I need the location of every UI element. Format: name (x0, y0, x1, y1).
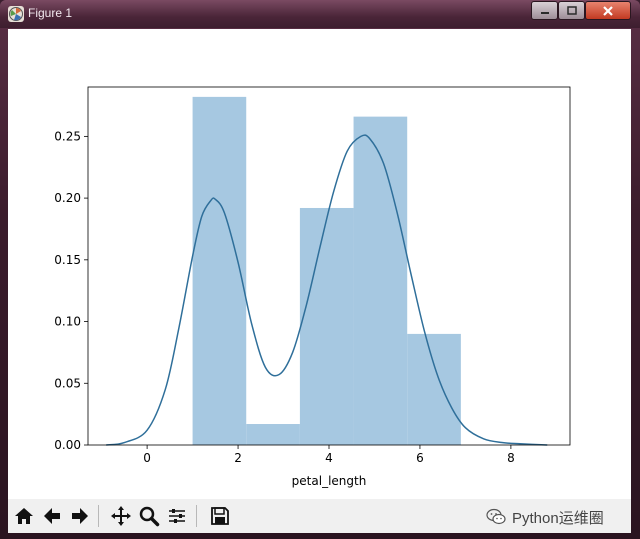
title-bar[interactable]: Figure 1 (0, 0, 640, 28)
back-button[interactable] (39, 503, 65, 529)
y-tick-label: 0.15 (54, 253, 81, 267)
distplot-chart[interactable]: 0 2 4 6 8 0.00 0.05 0.10 0.15 0.20 0.25 petal_len… (8, 29, 631, 499)
x-tick-label: 6 (416, 451, 424, 465)
y-tick-label: 0.10 (54, 315, 81, 329)
close-icon (603, 5, 613, 16)
matplotlib-icon (8, 6, 24, 22)
save-button[interactable] (207, 503, 233, 529)
save-icon (211, 507, 229, 525)
x-tick-label: 0 (143, 451, 151, 465)
toolbar-separator (196, 505, 197, 527)
back-icon (44, 508, 60, 524)
histogram-bar (299, 207, 354, 445)
y-axis-ticks: 0.00 0.05 0.10 0.15 0.20 0.25 (54, 129, 88, 452)
histogram-bar (407, 333, 461, 445)
maximize-button[interactable] (558, 1, 585, 20)
histogram-bar (192, 96, 247, 446)
pan-icon (111, 506, 131, 526)
x-axis-label: petal_length (292, 474, 367, 488)
figure-area: 0 2 4 6 8 0.00 0.05 0.10 0.15 0.20 0.25 petal_len… (8, 29, 631, 499)
y-tick-label: 0.25 (54, 129, 81, 143)
configure-subplots-icon (169, 509, 185, 523)
x-axis-ticks: 0 2 4 6 8 (143, 445, 515, 465)
window-title: Figure 1 (28, 6, 73, 20)
home-icon (15, 508, 33, 524)
maximize-icon (566, 5, 577, 15)
pan-button[interactable] (108, 503, 134, 529)
minimize-button[interactable] (531, 1, 558, 20)
x-tick-label: 8 (507, 451, 515, 465)
wechat-icon (486, 508, 506, 525)
navigation-toolbar: Python运维圈 (8, 499, 631, 533)
y-tick-label: 0.20 (54, 191, 81, 205)
forward-icon (72, 508, 88, 524)
forward-button[interactable] (67, 503, 93, 529)
configure-subplots-button[interactable] (164, 503, 190, 529)
histogram-bar (353, 116, 408, 445)
minimize-icon (540, 11, 549, 14)
y-tick-label: 0.00 (54, 438, 81, 452)
toolbar-separator (98, 505, 99, 527)
watermark-text: Python运维圈 (512, 509, 604, 527)
watermark: Python运维圈 (486, 507, 604, 527)
kde-curve (106, 134, 548, 446)
x-tick-label: 4 (325, 451, 333, 465)
histogram-bars (192, 96, 461, 446)
y-tick-label: 0.05 (54, 376, 81, 390)
zoom-button[interactable] (136, 503, 162, 529)
figure-canvas-container: 0 2 4 6 8 0.00 0.05 0.10 0.15 0.20 0.25 petal_len… (8, 29, 631, 533)
home-button[interactable] (11, 503, 37, 529)
histogram-bar (246, 424, 300, 445)
x-tick-label: 2 (234, 451, 242, 465)
close-button[interactable] (585, 1, 631, 20)
zoom-icon (139, 506, 160, 527)
